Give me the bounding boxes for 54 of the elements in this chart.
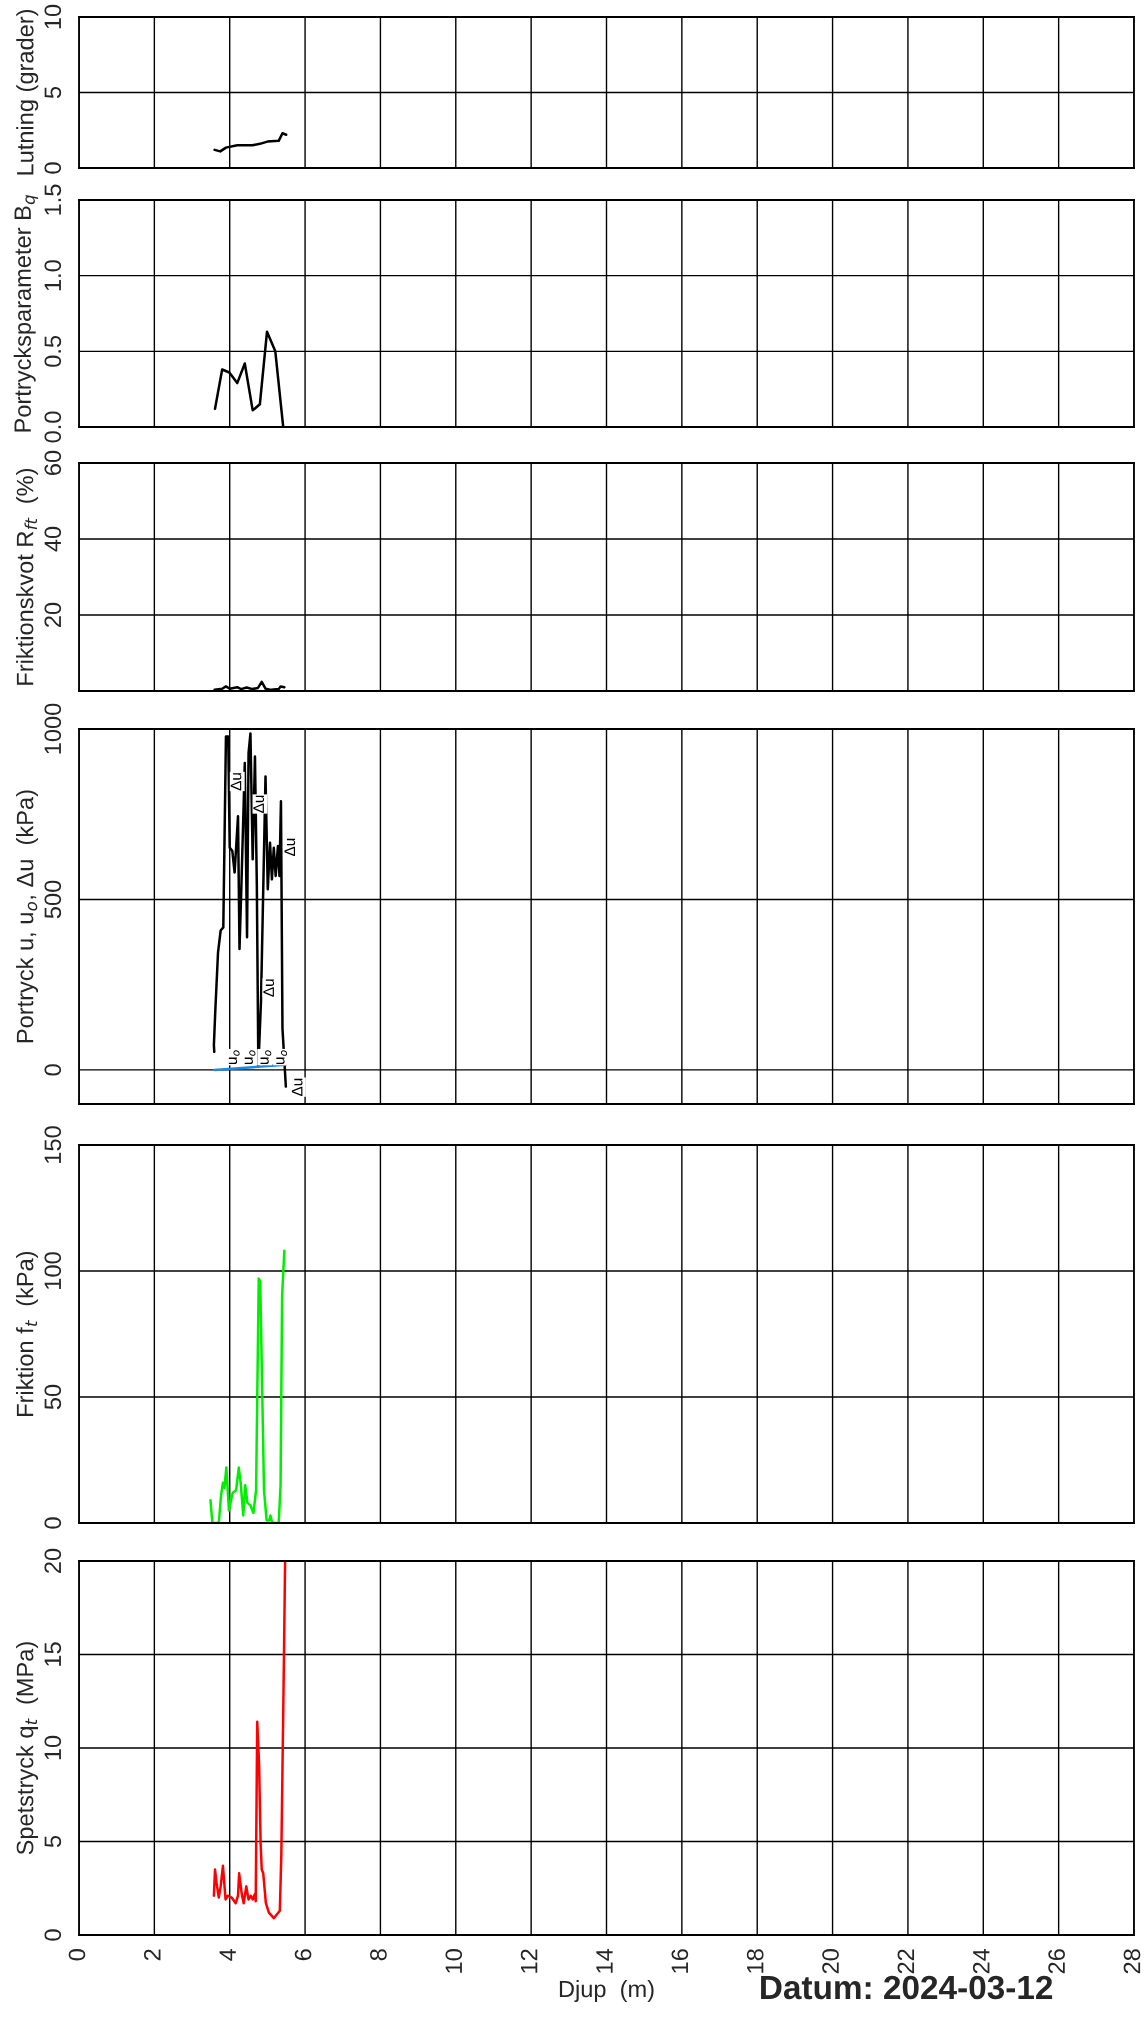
y-tick-label: 50: [44, 1384, 62, 1410]
x-tick-label: 0: [68, 1949, 86, 1961]
x-tick-label: 16: [671, 1949, 689, 1973]
y-tick-label: 0.5: [44, 335, 62, 367]
y-tick-label: 0: [44, 1064, 62, 1076]
y-axis-title: Spetstryck q$_{t}$ (MPa): [16, 1642, 39, 1855]
text: Datum: 2024-03-12: [761, 1975, 1053, 2000]
y-tick-label: 15: [44, 1642, 62, 1666]
y-tick-label: 40: [44, 526, 62, 552]
annotation: Δu: [230, 773, 242, 791]
y-tick-label: 0: [44, 162, 62, 174]
y-tick-label: 60: [44, 450, 62, 475]
x-tick-label: 28: [1123, 1949, 1141, 1974]
x-tick-label: 4: [219, 1948, 236, 1961]
x-axis-title: Djup (m): [559, 1980, 654, 2003]
y-tick-label: 0: [44, 1929, 62, 1941]
y-tick-label: 0: [44, 1517, 62, 1529]
y-axis-title: Friktionskvot R$_{ft}$ (%): [16, 469, 39, 685]
x-tick-label: 2: [143, 1949, 161, 1961]
x-tick-label: 14: [596, 1948, 613, 1973]
x-tick-label: 6: [294, 1949, 312, 1961]
annotation: u$_{o}$: [260, 1050, 272, 1064]
x-tick-label: 26: [1048, 1949, 1065, 1974]
y-tick-label: 5: [44, 86, 62, 99]
y-tick-label: 5: [44, 1835, 62, 1848]
x-tick-label: 24: [972, 1948, 990, 1974]
x-tick-label: 22: [897, 1949, 915, 1974]
annotation: Δu: [263, 979, 275, 997]
x-tick-label: 18: [746, 1949, 764, 1973]
annotation: Δu: [253, 795, 265, 813]
x-tick-label: 12: [520, 1949, 538, 1973]
y-tick-label: 20: [44, 602, 62, 627]
y-tick-label: 20: [44, 1548, 62, 1573]
y-tick-label: 10: [44, 1735, 62, 1760]
y-axis-title: Portryck u, u$_{o}$, Δu (kPa): [16, 790, 39, 1043]
y-axis-title: Friktion f$_{t}$ (kPa): [16, 1251, 39, 1416]
y-tick-label: 100: [44, 1252, 62, 1289]
y-tick-label: 10: [44, 4, 62, 29]
annotation: Δu: [291, 1078, 303, 1097]
y-axis-title: Portrycksparameter B$_{q}$: [13, 195, 39, 432]
annotation: u$_{o}$: [244, 1050, 256, 1064]
x-tick-label: 20: [822, 1949, 839, 1974]
y-tick-label: 150: [44, 1126, 62, 1163]
y-tick-label: 1.0: [44, 260, 62, 291]
y-tick-label: 500: [44, 880, 62, 919]
y-tick-label: 0.0: [44, 411, 62, 443]
annotation: Δu: [284, 838, 296, 857]
x-tick-label: 8: [370, 1949, 387, 1961]
y-tick-label: 1000: [44, 703, 62, 754]
y-axis-title: Lutning (grader): [16, 9, 39, 175]
x-tick-label: 10: [445, 1949, 463, 1973]
annotation: u$_{o}$: [276, 1050, 288, 1064]
annotation: u$_{o}$: [228, 1050, 240, 1064]
y-tick-label: 1.5: [44, 184, 62, 215]
